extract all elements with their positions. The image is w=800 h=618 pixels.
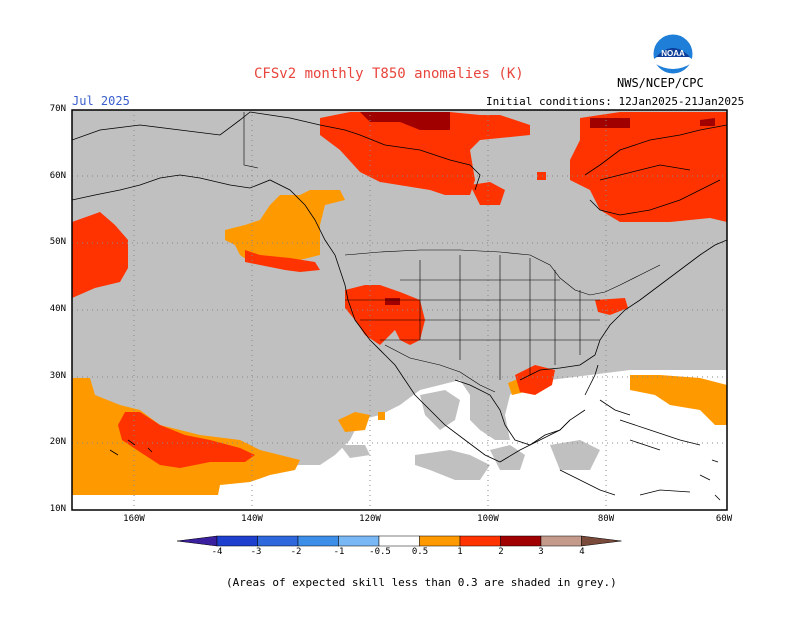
lat-label: 40N bbox=[49, 304, 66, 314]
lat-label: 10N bbox=[49, 504, 66, 514]
lat-label: 20N bbox=[49, 437, 66, 447]
chart-title: CFSv2 monthly T850 anomalies (K) bbox=[254, 66, 524, 82]
coastlines bbox=[72, 111, 727, 501]
lon-label: 140W bbox=[241, 514, 263, 524]
lon-label: 160W bbox=[123, 514, 145, 524]
lon-label: 60W bbox=[715, 514, 733, 524]
colorbar-label: -0.5 bbox=[369, 547, 391, 557]
colorbar-label: -2 bbox=[290, 547, 302, 557]
colorbar-label: 1 bbox=[457, 547, 463, 557]
anomaly-orange-regions bbox=[72, 190, 727, 495]
colorbar-label: 2 bbox=[498, 547, 504, 557]
lon-label: 100W bbox=[477, 514, 499, 524]
colorbar-label: 4 bbox=[579, 547, 585, 557]
skill-footnote: (Areas of expected skill less than 0.3 a… bbox=[226, 576, 617, 589]
political-boundaries bbox=[243, 112, 661, 393]
colorbar-label: -1 bbox=[333, 547, 345, 557]
colorbar-label: 3 bbox=[538, 547, 544, 557]
lat-label: 30N bbox=[49, 371, 66, 381]
lat-label: 60N bbox=[49, 171, 66, 181]
lat-label: 70N bbox=[49, 104, 66, 114]
lon-label: 120W bbox=[359, 514, 381, 524]
lon-label: 80W bbox=[597, 514, 615, 524]
noaa-logo-icon: NOAA bbox=[652, 33, 694, 75]
map-frame bbox=[71, 109, 728, 511]
colorbar-label: -4 bbox=[211, 547, 223, 557]
initial-conditions: Initial conditions: 12Jan2025-21Jan2025 bbox=[486, 95, 745, 108]
forecast-month: Jul 2025 bbox=[72, 94, 130, 108]
colorbar-label: 0.5 bbox=[411, 547, 429, 557]
graticule bbox=[72, 110, 727, 510]
colorbar-label: -3 bbox=[250, 547, 262, 557]
lat-label: 50N bbox=[49, 237, 66, 247]
agency-label: NWS/NCEP/CPC bbox=[617, 76, 704, 90]
anomaly-red-regions bbox=[72, 112, 727, 468]
svg-text:NOAA: NOAA bbox=[661, 49, 685, 58]
